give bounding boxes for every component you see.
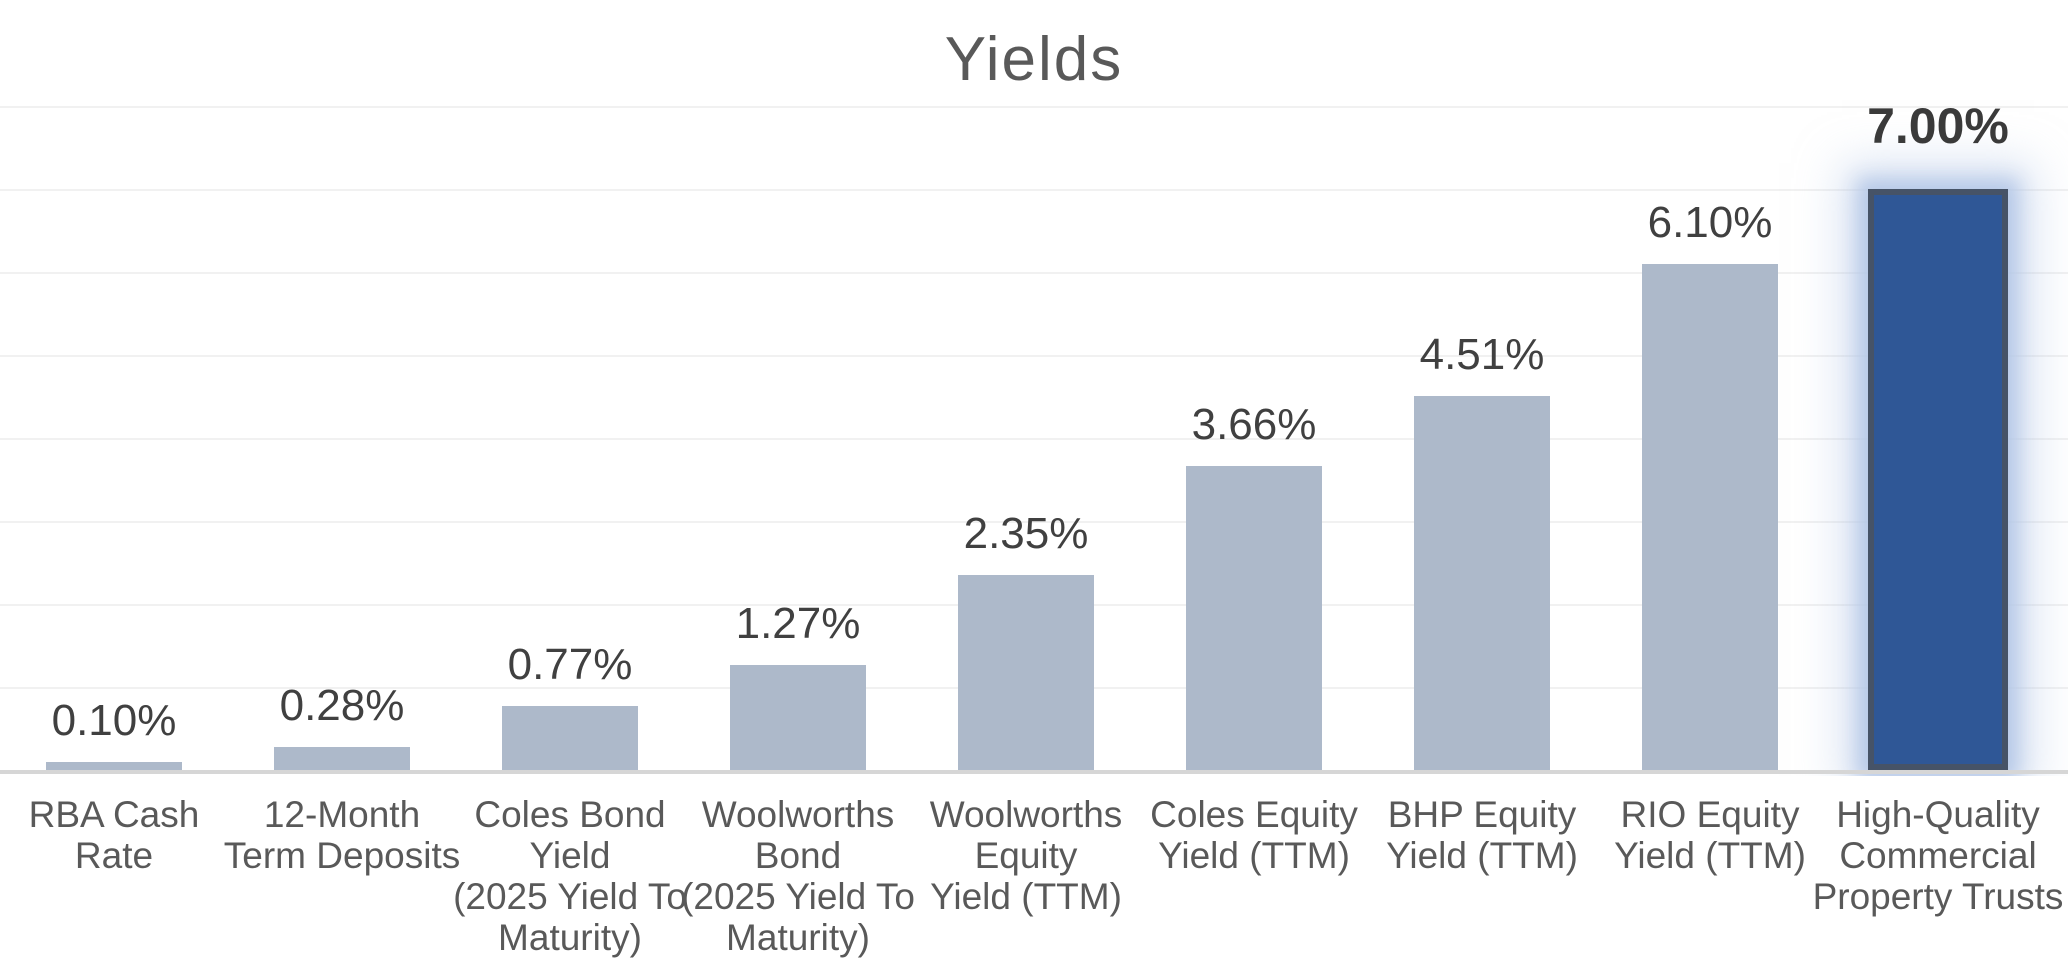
value-label-woolworths-bond-2025-yield-to-maturity: 1.27% xyxy=(735,599,861,648)
value-label-coles-equity-yield-ttm: 3.66% xyxy=(1191,400,1317,449)
plot-area: 0.10% 0.28% 0.77% 1.27% 2.35% 3.66% 4.51% 6.10%… xyxy=(0,98,2068,774)
bar-coles-equity-yield-ttm xyxy=(1186,466,1322,770)
category-label-woolworths-bond-2025-yield-to-maturity: Woolworths Bond (2025 Yield To Maturity) xyxy=(681,794,915,958)
value-label-rba-cash-rate: 0.10% xyxy=(51,696,177,745)
value-label-woolworths-equity-yield-ttm: 2.35% xyxy=(963,509,1089,558)
value-label-high-quality-commercial-property-trusts: 7.00% xyxy=(1867,98,2009,154)
category-label-woolworths-equity-yield-ttm: Woolworths Equity Yield (TTM) xyxy=(929,794,1123,917)
category-label-rio-equity-yield-ttm: RIO Equity Yield (TTM) xyxy=(1614,794,1806,876)
bar-coles-bond-yield-2025-yield-to-maturity xyxy=(502,706,638,770)
value-label-rio-equity-yield-ttm: 6.10% xyxy=(1647,198,1773,247)
bar-rba-cash-rate xyxy=(46,762,182,770)
gridline-5pct xyxy=(0,355,2068,357)
gridline-6pct xyxy=(0,272,2068,274)
bar-rio-equity-yield-ttm xyxy=(1642,264,1778,770)
bar-woolworths-equity-yield-ttm xyxy=(958,575,1094,770)
value-label-12-month-term-deposits: 0.28% xyxy=(279,681,405,730)
category-label-12-month-term-deposits: 12-Month Term Deposits xyxy=(223,794,461,876)
highlighted-bar-high-quality-commercial-property-trusts xyxy=(1868,189,2008,770)
chart-title: Yields xyxy=(944,25,1124,94)
x-axis-line xyxy=(0,770,2068,774)
category-label-bhp-equity-yield-ttm: BHP Equity Yield (TTM) xyxy=(1386,794,1578,876)
category-label-coles-equity-yield-ttm: Coles Equity Yield (TTM) xyxy=(1150,794,1358,876)
gridline-4pct xyxy=(0,438,2068,440)
category-label-high-quality-commercial-property-trusts: High-Quality Commercial Property Trusts xyxy=(1812,794,2064,917)
bar-12-month-term-deposits xyxy=(274,747,410,770)
gridline-8pct xyxy=(0,106,2068,108)
bar-bhp-equity-yield-ttm xyxy=(1414,396,1550,770)
bar-woolworths-bond-2025-yield-to-maturity xyxy=(730,665,866,770)
gridline-7pct xyxy=(0,189,2068,191)
value-label-bhp-equity-yield-ttm: 4.51% xyxy=(1419,330,1545,379)
category-label-rba-cash-rate: RBA Cash Rate xyxy=(28,794,200,876)
gridline-3pct xyxy=(0,521,2068,523)
value-label-coles-bond-yield-2025-yield-to-maturity: 0.77% xyxy=(507,640,633,689)
category-label-coles-bond-yield-2025-yield-to-maturity: Coles Bond Yield (2025 Yield To Maturity… xyxy=(453,794,687,958)
